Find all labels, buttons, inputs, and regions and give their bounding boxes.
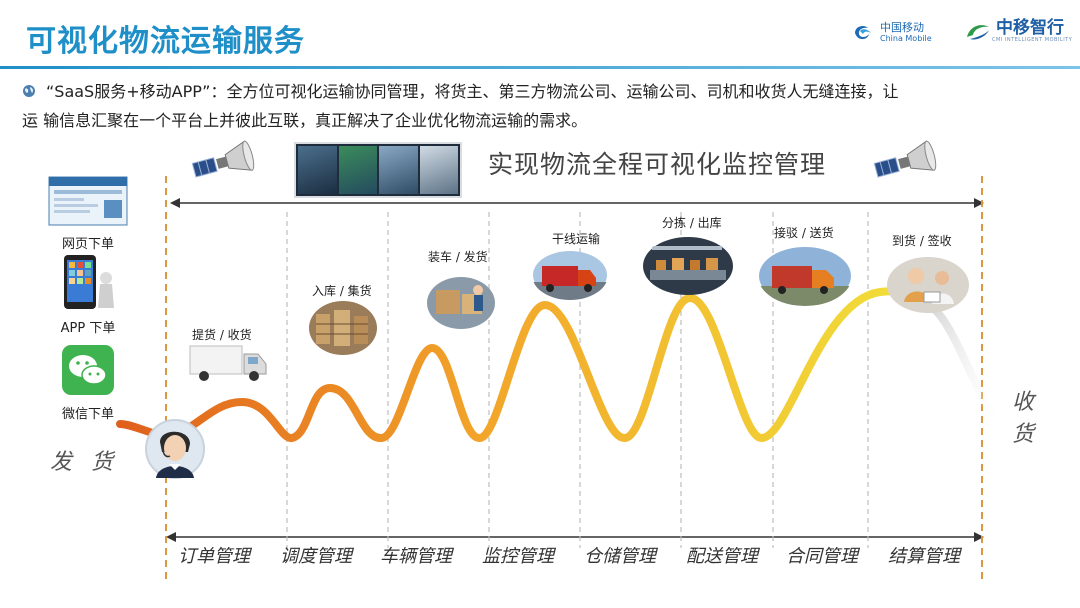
loading-icon — [427, 277, 495, 329]
order-channel-wechat: 微信下单 — [46, 344, 130, 422]
china-mobile-logo: 中国移动 China Mobile — [852, 22, 932, 44]
truck-icon — [189, 345, 267, 381]
china-mobile-logo-icon — [855, 25, 871, 40]
page-title: 可视化物流运输服务 — [26, 24, 305, 59]
zhongyi-cn: 中移智行 — [996, 18, 1064, 38]
header: 可视化物流运输服务 中国移动 China Mobile 中移智行 CMI INT… — [0, 0, 1080, 69]
web-page-icon — [48, 176, 128, 226]
mgmt-distribution: 配送管理 — [686, 546, 758, 567]
top-span-arrow — [170, 198, 984, 208]
title-divider — [0, 66, 1080, 69]
mgmt-vehicle: 车辆管理 — [380, 546, 452, 567]
wechat-icon — [62, 345, 114, 395]
order-channel-web: 网页下单 — [46, 176, 130, 252]
mobile-app-icon — [64, 255, 114, 309]
mgmt-order: 订单管理 — [178, 546, 250, 567]
warehouse-icon — [309, 301, 377, 355]
mgmt-storage: 仓储管理 — [584, 546, 656, 567]
order-channel-web-label: 网页下单 — [61, 237, 114, 252]
zhongyi-en: CMI INTELLIGENT MOBILITY — [992, 37, 1073, 43]
logistics-wave — [116, 287, 929, 442]
mgmt-contract: 合同管理 — [786, 546, 858, 567]
highway-truck-icon — [532, 251, 608, 300]
bottom-span-arrow — [166, 532, 984, 542]
stage-label-loading: 装车 / 发货 — [428, 250, 488, 264]
china-mobile-en: China Mobile — [880, 34, 932, 43]
zhongyi-logo-icon — [967, 24, 989, 40]
mgmt-monitor: 监控管理 — [482, 546, 554, 567]
mgmt-settlement: 结算管理 — [888, 546, 960, 567]
satellite-icon-right — [873, 140, 937, 178]
satellite-icon-left — [191, 140, 255, 178]
operator-avatar — [145, 419, 205, 479]
receive-label: 收 货 — [1012, 390, 1041, 447]
order-channel-app: APP 下单 — [46, 254, 130, 336]
stage-label-signing: 到货 / 签收 — [892, 234, 952, 248]
intro-text: “SaaS服务+移动APP”：全方位可视化运输协同管理，将货主、第三方物流公司、… — [22, 78, 1062, 135]
order-channel-app-label: APP 下单 — [60, 321, 116, 336]
zhongyi-logo: 中移智行 CMI INTELLIGENT MOBILITY — [964, 20, 1072, 43]
intro-line-2: 运 输信息汇聚在一个平台上并彼此互联，真正解决了企业优化物流运输的需求。 — [22, 110, 588, 130]
stage-label-warehouse: 入库 / 集货 — [312, 284, 372, 298]
signing-icon — [887, 257, 969, 313]
globe-icon — [22, 79, 36, 107]
send-label: 发 货 — [50, 450, 119, 475]
monitor-title: 实现物流全程可视化监控管理 — [488, 150, 827, 179]
mgmt-dispatch: 调度管理 — [280, 546, 352, 567]
stage-label-sorting: 分拣 / 出库 — [662, 216, 722, 230]
stage-label-pickup: 提货 / 收货 — [192, 328, 252, 342]
stage-label-trunk: 干线运输 — [552, 232, 601, 246]
sorting-icon — [643, 237, 733, 295]
china-mobile-cn: 中国移动 — [880, 21, 924, 34]
wave-tail — [916, 296, 1004, 434]
order-channel-wechat-label: 微信下单 — [61, 407, 114, 422]
monitoring-wall-image — [294, 142, 462, 198]
stage-label-delivery: 接驳 / 送货 — [774, 226, 834, 240]
delivery-truck-icon — [758, 247, 852, 306]
intro-line-1: “SaaS服务+移动APP”：全方位可视化运输协同管理，将货主、第三方物流公司、… — [46, 82, 899, 101]
